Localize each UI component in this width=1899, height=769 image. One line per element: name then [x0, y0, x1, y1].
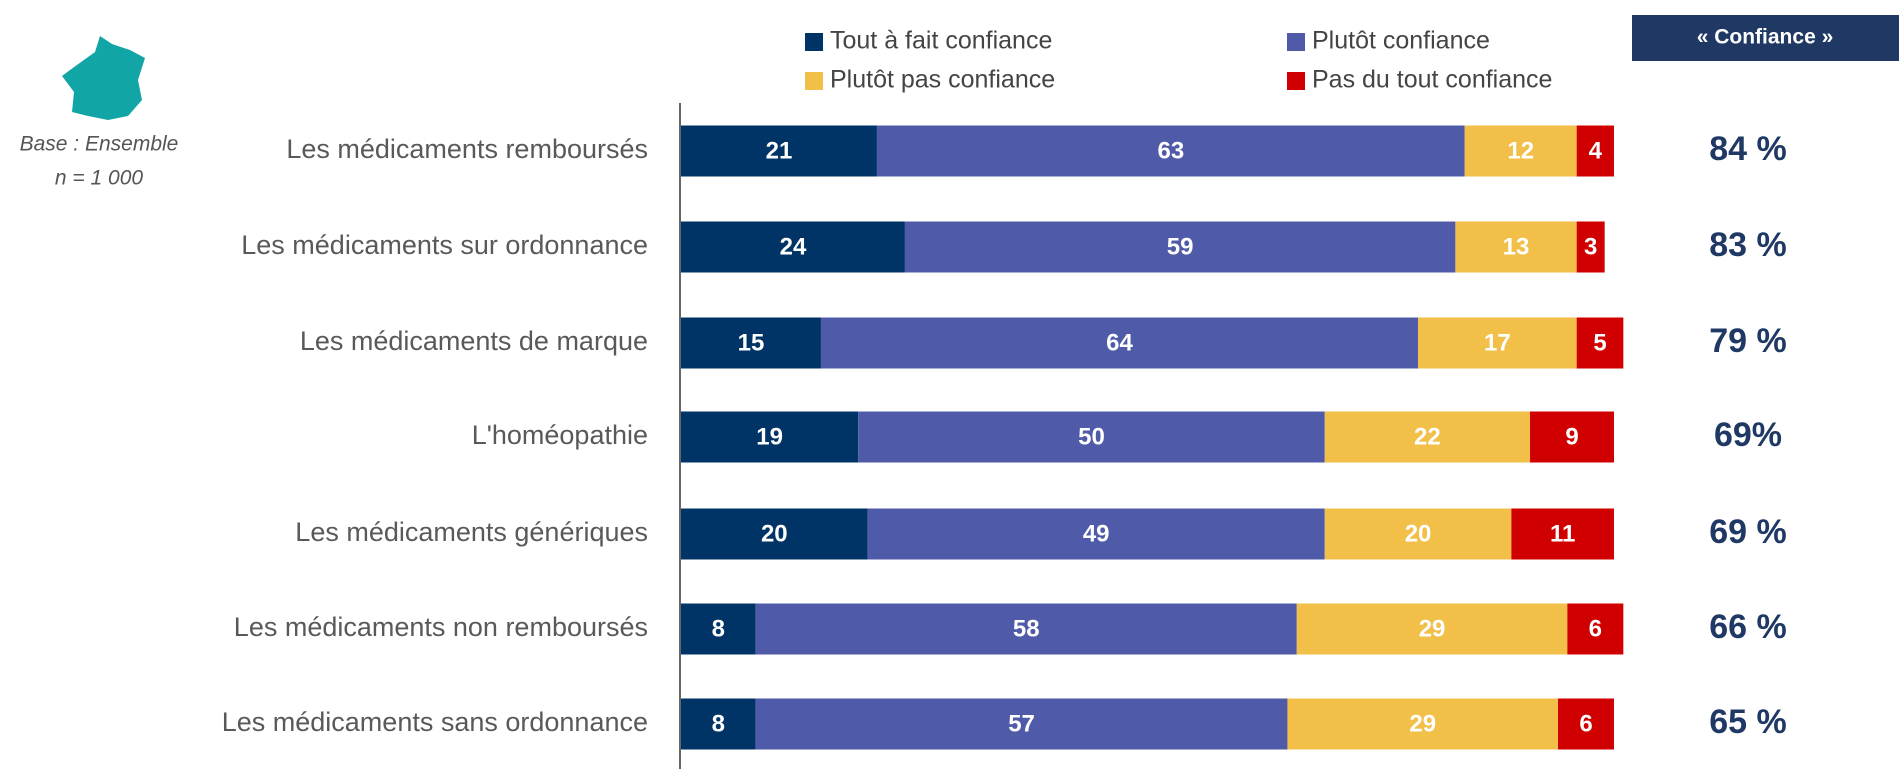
bar-segment: [876, 125, 1465, 177]
bar-value-label: 3: [1584, 233, 1597, 260]
bar-segment: [867, 508, 1325, 560]
bar-segment: [681, 698, 756, 750]
bar-value-label: 9: [1565, 423, 1578, 450]
bar-value-label: 50: [1078, 423, 1105, 450]
legend-label: Plutôt confiance: [1312, 27, 1490, 55]
legend-label: Tout à fait confiance: [830, 27, 1052, 55]
bar-value-label: 59: [1167, 233, 1194, 260]
category-label: Les médicaments remboursés: [286, 134, 648, 164]
bar-segment: [1324, 508, 1512, 560]
n-note: n = 1 000: [55, 167, 143, 190]
category-label: L'homéopathie: [472, 420, 648, 450]
bar-value-label: 6: [1579, 710, 1592, 737]
bar-segment: [1558, 698, 1614, 750]
bar-segment: [1455, 221, 1577, 273]
bar-value-label: 13: [1503, 233, 1530, 260]
bar-value-label: 4: [1589, 137, 1603, 164]
bar-segment: [681, 411, 859, 463]
bar-segment: [1287, 698, 1559, 750]
confiance-value: 66 %: [1709, 608, 1787, 646]
bar-segment: [1576, 125, 1614, 177]
bar-value-label: 63: [1157, 137, 1184, 164]
confiance-value: 83 %: [1709, 226, 1787, 264]
bar-segment: [1530, 411, 1614, 463]
france-icon: [62, 36, 145, 120]
bar-segment: [755, 698, 1288, 750]
category-label: Les médicaments non remboursés: [234, 612, 648, 642]
bar-segment: [681, 125, 877, 177]
bar-value-label: 8: [712, 615, 725, 642]
base-note: Base : Ensemble: [20, 133, 179, 156]
confiance-value: 69 %: [1709, 513, 1787, 551]
category-label: Les médicaments génériques: [295, 517, 648, 547]
bar-segment: [1567, 603, 1624, 655]
bar-value-label: 15: [738, 329, 765, 356]
bar-segment: [1576, 317, 1624, 369]
category-label: Les médicaments sans ordonnance: [222, 707, 648, 737]
bar-value-label: 64: [1106, 329, 1133, 356]
bar-value-label: 8: [712, 710, 725, 737]
legend-swatch: [1287, 33, 1305, 51]
confiance-value: 79 %: [1709, 322, 1787, 360]
bar-value-label: 49: [1083, 520, 1110, 547]
bar-segment: [755, 603, 1297, 655]
bar-segment: [681, 317, 821, 369]
bar-value-label: 58: [1013, 615, 1040, 642]
bar-value-label: 5: [1593, 329, 1606, 356]
bar-segment: [1464, 125, 1577, 177]
confiance-value: 65 %: [1709, 703, 1787, 741]
bar-value-label: 19: [756, 423, 783, 450]
confiance-value: 69%: [1714, 416, 1782, 454]
bar-segment: [904, 221, 1456, 273]
bar-segment: [681, 508, 868, 560]
legend-label: Plutôt pas confiance: [830, 66, 1055, 94]
bar-segment: [1418, 317, 1577, 369]
bar-value-label: 22: [1414, 423, 1441, 450]
bar-value-label: 6: [1589, 615, 1602, 642]
confiance-header: « Confiance »: [1697, 26, 1834, 49]
bar-value-label: 29: [1409, 710, 1436, 737]
bar-segment: [681, 221, 905, 273]
bar-segment: [820, 317, 1419, 369]
bar-segment: [681, 603, 756, 655]
legend-swatch: [805, 72, 823, 90]
legend-label: Pas du tout confiance: [1312, 66, 1552, 94]
bar-value-label: 12: [1507, 137, 1534, 164]
bar-segment: [1296, 603, 1568, 655]
bar-value-label: 11: [1550, 520, 1575, 547]
bar-value-label: 20: [1405, 520, 1432, 547]
bar-value-label: 21: [766, 137, 793, 164]
bar-segment: [1511, 508, 1614, 560]
bar-value-label: 57: [1008, 710, 1035, 737]
legend-swatch: [805, 33, 823, 51]
bar-segment: [1576, 221, 1605, 273]
category-label: Les médicaments sur ordonnance: [241, 230, 648, 260]
confiance-header-box: [1632, 15, 1899, 61]
bar-value-label: 24: [780, 233, 807, 260]
bar-value-label: 29: [1419, 615, 1446, 642]
bar-segment: [1324, 411, 1531, 463]
confiance-value: 84 %: [1709, 130, 1787, 168]
bar-segment: [858, 411, 1325, 463]
legend-swatch: [1287, 72, 1305, 90]
bar-value-label: 20: [761, 520, 788, 547]
category-label: Les médicaments de marque: [300, 326, 648, 356]
bar-value-label: 17: [1484, 329, 1511, 356]
